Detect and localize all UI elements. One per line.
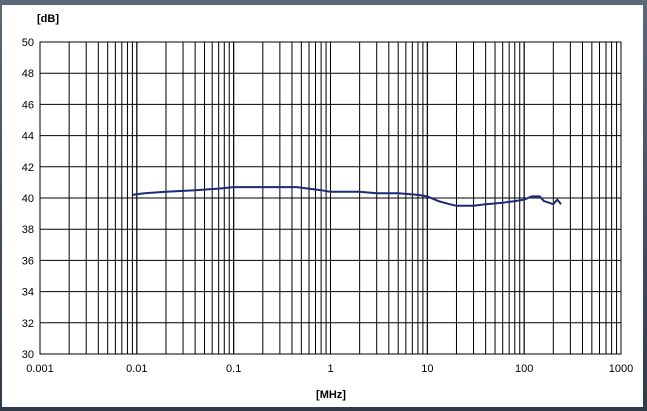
grid-lines [39, 41, 622, 355]
y-tick-label: 46 [22, 99, 34, 111]
chart-panel: 30 32 34 36 38 40 42 44 46 48 50 0.001 0.01 0.1 1 10 10… [2, 5, 643, 407]
y-tick-label: 48 [22, 68, 34, 80]
y-tick-label: 40 [22, 193, 34, 205]
y-tick-label: 36 [22, 255, 34, 267]
y-tick-label: 44 [22, 131, 34, 143]
series-line [132, 186, 562, 207]
x-tick-label: 0.1 [226, 363, 241, 375]
y-tick-label: 38 [22, 224, 34, 236]
series-layer [132, 186, 562, 207]
x-tick-label: 1000 [609, 363, 633, 375]
y-tick-labels: 30 32 34 36 38 40 42 44 46 48 50 [22, 37, 34, 361]
x-axis-title: [MHz] [316, 389, 346, 401]
y-tick-label: 50 [22, 37, 34, 49]
y-tick-label: 30 [22, 349, 34, 361]
x-tick-label: 100 [515, 363, 533, 375]
x-tick-label: 10 [421, 363, 433, 375]
x-tick-label: 0.001 [26, 363, 54, 375]
plot-border [39, 41, 622, 355]
y-tick-label: 34 [22, 287, 34, 299]
x-tick-labels: 0.001 0.01 0.1 1 10 100 1000 [26, 363, 633, 375]
chart: 30 32 34 36 38 40 42 44 46 48 50 0.001 0.01 0.1 1 10 10… [22, 13, 633, 401]
y-tick-label: 42 [22, 162, 34, 174]
x-tick-label: 1 [327, 363, 333, 375]
y-axis-title: [dB] [37, 13, 59, 25]
y-tick-label: 32 [22, 318, 34, 330]
x-tick-label: 0.01 [126, 363, 147, 375]
